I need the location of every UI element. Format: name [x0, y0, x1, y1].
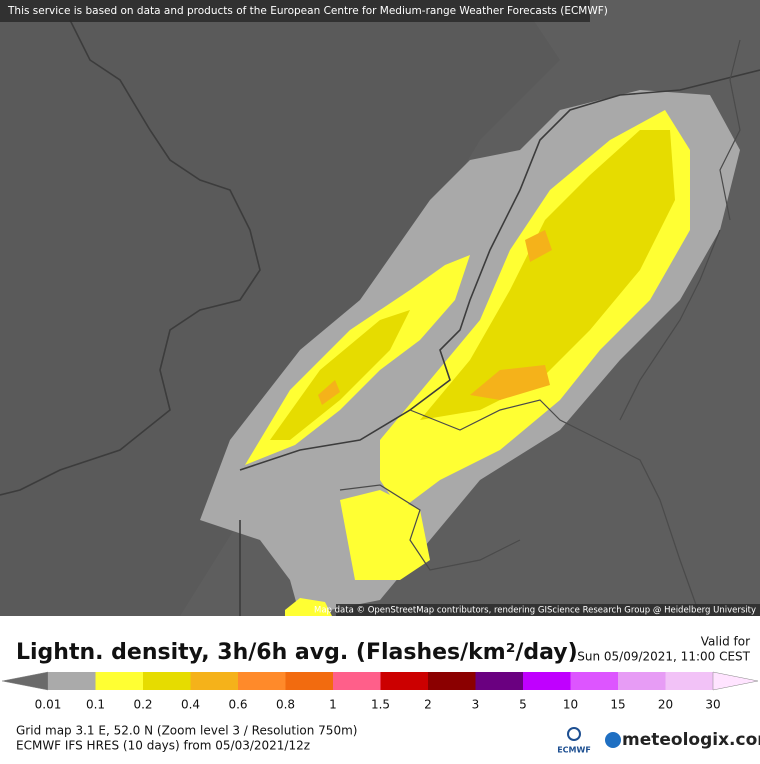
- england-coast: [0, 19, 261, 496]
- colorbar-tick-label: 2: [424, 698, 432, 712]
- swath-yellow: [340, 490, 430, 580]
- border: [619, 229, 721, 421]
- attribution-background: [336, 604, 760, 616]
- colorbar-arrow: [1, 671, 49, 691]
- colorbar-segment: [95, 672, 143, 690]
- colorbar-segment: [428, 672, 476, 690]
- colorbar-arrow: [712, 671, 759, 691]
- border: [339, 484, 521, 571]
- colorbar-tick-label: 1.5: [371, 698, 390, 712]
- map: This service is based on data and produc…: [0, 0, 760, 617]
- continent-coast: [239, 69, 760, 471]
- colorbar: 0.01 0.1 0.2 0.4 0.6 0.8 1 1.5 2 3 5 10 15 20 30: [1, 671, 759, 712]
- swath-orange: [525, 230, 552, 262]
- swath-darkyellow: [420, 130, 675, 420]
- model-info: ECMWF IFS HRES (10 days) from 05/03/2021…: [16, 739, 310, 753]
- colorbar-tick-label: 30: [705, 698, 720, 712]
- sea: [0, 0, 560, 616]
- colorbar-segment: [380, 672, 428, 690]
- colorbar-tick-label: 0.6: [228, 698, 247, 712]
- colorbar-segment: [285, 672, 333, 690]
- swath-yellow: [285, 598, 332, 616]
- brand-icon: [605, 732, 621, 748]
- colorbar-tick-label: 0.1: [86, 698, 105, 712]
- notice: This service is based on data and produc…: [7, 5, 608, 17]
- legend-title: Lightn. density, 3h/6h avg. (Flashes/km²…: [16, 640, 578, 665]
- colorbar-tick-label: 10: [563, 698, 578, 712]
- colorbar-segment: [618, 672, 666, 690]
- colorbar-tick-label: 3: [472, 698, 480, 712]
- swath-orange: [318, 380, 340, 405]
- colorbar-segment: [333, 672, 381, 690]
- colorbar-tick-label: 0.2: [133, 698, 152, 712]
- ecmwf-logo: ECMWF: [557, 746, 591, 755]
- colorbar-tick-label: 15: [610, 698, 625, 712]
- colorbar-tick-label: 20: [658, 698, 673, 712]
- colorbar-tick-label: 0.8: [276, 698, 295, 712]
- border: [409, 399, 701, 617]
- colorbar-tick-label: 0.01: [35, 698, 62, 712]
- colorbar-segment: [570, 672, 618, 690]
- grid-info: Grid map 3.1 E, 52.0 N (Zoom level 3 / R…: [16, 724, 357, 738]
- valid-time: Sun 05/09/2021, 11:00 CEST: [577, 650, 750, 664]
- colorbar-segment: [238, 672, 286, 690]
- coastlines: [0, 19, 760, 616]
- colorbar-tick-label: 1: [329, 698, 337, 712]
- ecmwf-icon: [567, 727, 581, 741]
- colorbar-segment: [143, 672, 191, 690]
- swath-orange: [470, 365, 550, 400]
- attribution: Map data © OpenStreetMap contributors, r…: [314, 606, 756, 616]
- colorbar-tick-label: 0.4: [181, 698, 200, 712]
- borders: [339, 39, 741, 617]
- colorbar-segment: [48, 672, 96, 690]
- brand: meteologix.com: [622, 730, 760, 750]
- colorbar-segment: [523, 672, 571, 690]
- notice-background: [0, 0, 590, 22]
- colorbar-segment: [475, 672, 523, 690]
- colorbar-tick-label: 5: [519, 698, 527, 712]
- valid-label: Valid for: [701, 635, 750, 649]
- colorbar-segment: [665, 672, 713, 690]
- colorbar-segment: [190, 672, 238, 690]
- border: [719, 39, 741, 221]
- swath-darkyellow: [270, 310, 410, 440]
